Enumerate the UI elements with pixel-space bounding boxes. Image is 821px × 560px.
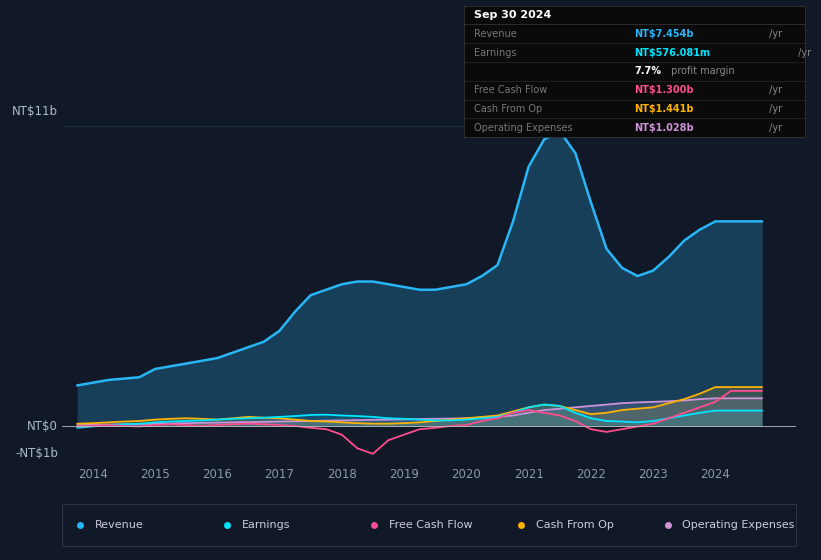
Text: 7.7%: 7.7% <box>635 67 661 76</box>
Text: Free Cash Flow: Free Cash Flow <box>474 85 548 95</box>
Text: profit margin: profit margin <box>668 67 735 76</box>
Text: /yr: /yr <box>795 48 811 58</box>
Text: Sep 30 2024: Sep 30 2024 <box>474 10 552 20</box>
Text: Earnings: Earnings <box>474 48 516 58</box>
Text: Earnings: Earnings <box>241 520 290 530</box>
Text: NT$576.081m: NT$576.081m <box>635 48 710 58</box>
Text: NT$1.028b: NT$1.028b <box>635 123 694 133</box>
Text: /yr: /yr <box>767 29 782 39</box>
Text: NT$11b: NT$11b <box>11 105 58 118</box>
Text: NT$1.441b: NT$1.441b <box>635 104 694 114</box>
Text: /yr: /yr <box>767 104 782 114</box>
Text: NT$1.300b: NT$1.300b <box>635 85 694 95</box>
Text: Revenue: Revenue <box>94 520 144 530</box>
Text: NT$0: NT$0 <box>27 420 58 433</box>
Text: /yr: /yr <box>767 85 782 95</box>
Text: Cash From Op: Cash From Op <box>535 520 613 530</box>
Text: NT$7.454b: NT$7.454b <box>635 29 694 39</box>
Text: Cash From Op: Cash From Op <box>474 104 543 114</box>
Text: -NT$1b: -NT$1b <box>15 447 58 460</box>
Text: Revenue: Revenue <box>474 29 517 39</box>
Text: /yr: /yr <box>767 123 782 133</box>
Text: Operating Expenses: Operating Expenses <box>474 123 573 133</box>
Text: Free Cash Flow: Free Cash Flow <box>388 520 472 530</box>
Text: Operating Expenses: Operating Expenses <box>682 520 795 530</box>
